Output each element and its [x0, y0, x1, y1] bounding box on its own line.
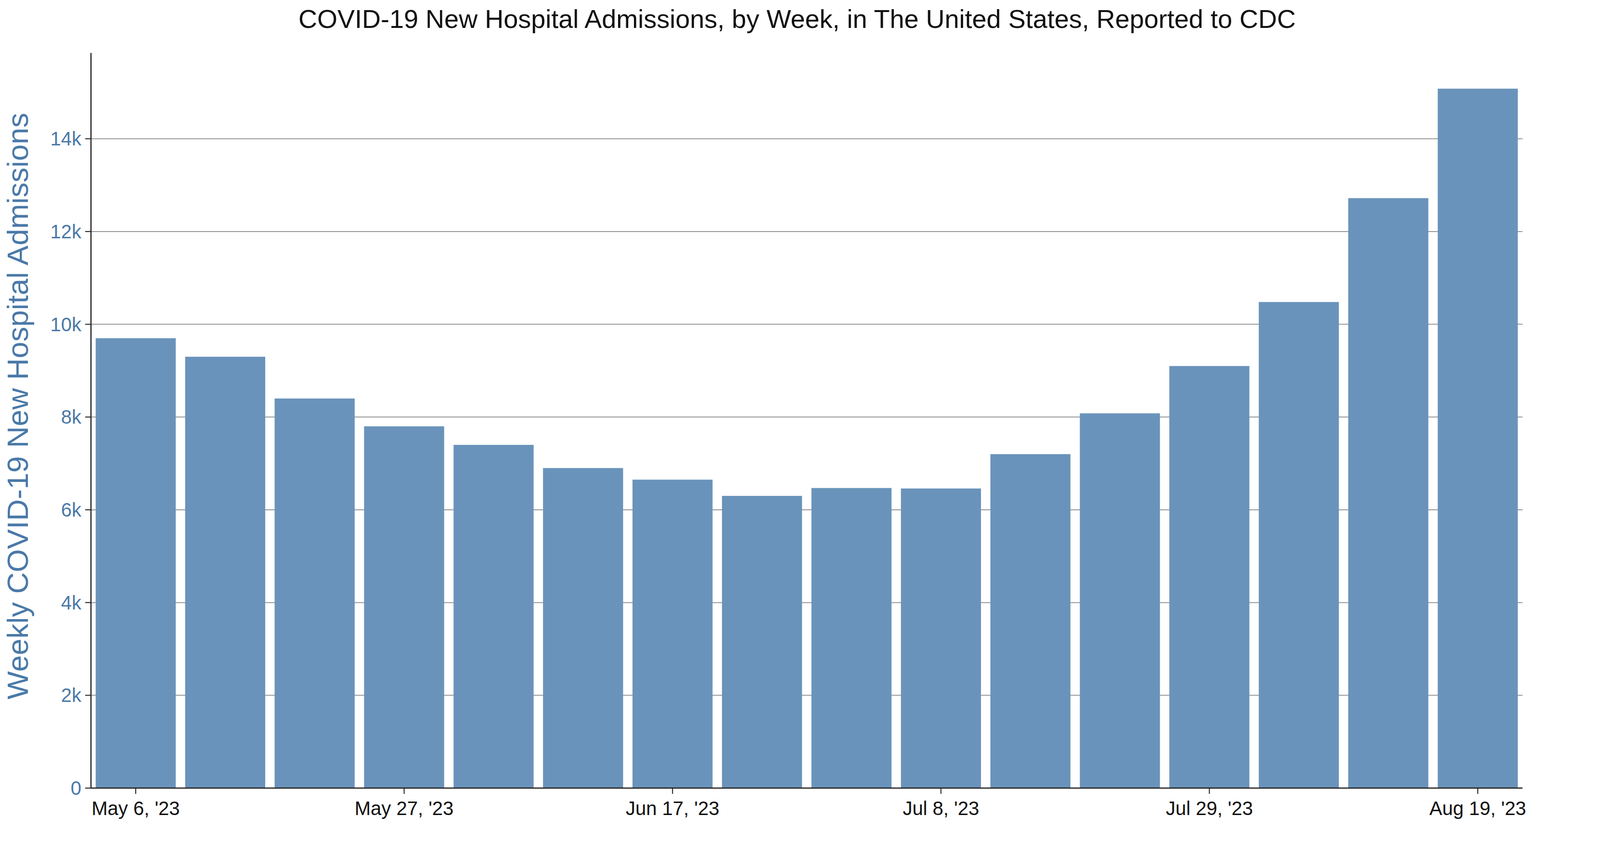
y-tick-label: 0	[70, 777, 82, 799]
bar	[632, 479, 713, 788]
x-tick-label: Jun 17, '23	[625, 797, 720, 819]
y-tick	[85, 416, 91, 418]
x-tick	[940, 787, 942, 794]
bar	[363, 426, 444, 788]
x-axis-line	[90, 787, 1523, 789]
y-tick	[85, 787, 91, 789]
chart-title: COVID-19 New Hospital Admissions, by Wee…	[298, 4, 1296, 34]
y-tick	[85, 323, 91, 325]
y-tick-label: 6k	[61, 499, 82, 521]
y-tick	[85, 231, 91, 233]
x-tick-label: Jul 29, '23	[1165, 797, 1253, 819]
y-tick-label: 2k	[61, 684, 82, 706]
bar	[542, 467, 623, 788]
grid-line	[90, 231, 1523, 233]
x-tick	[403, 787, 405, 794]
bar	[1079, 413, 1160, 788]
x-tick	[1208, 787, 1210, 794]
bar	[722, 495, 802, 788]
x-tick-label: Jul 8, '23	[902, 797, 980, 819]
x-tick-label: May 27, '23	[354, 797, 454, 819]
y-tick-label: 10k	[50, 313, 82, 336]
bar	[453, 444, 534, 788]
y-axis-line	[90, 52, 92, 788]
x-tick	[1477, 787, 1479, 794]
x-tick	[135, 787, 137, 794]
y-tick	[85, 602, 91, 604]
y-tick	[85, 694, 91, 696]
y-tick-label: 14k	[50, 128, 82, 150]
y-tick-label: 8k	[61, 406, 82, 428]
y-tick-label: 4k	[61, 592, 82, 614]
bar	[811, 488, 892, 788]
bar	[185, 356, 266, 788]
bar	[990, 453, 1071, 788]
bar	[1437, 88, 1518, 788]
chart-svg: COVID-19 New Hospital Admissions, by Wee…	[0, 0, 1600, 842]
bars	[95, 88, 1518, 788]
y-tick	[85, 509, 91, 511]
bar	[901, 488, 981, 788]
grid-line	[90, 138, 1523, 140]
y-tick	[85, 138, 91, 140]
x-tick	[671, 787, 673, 794]
x-tick-label: Aug 19, '23	[1429, 797, 1526, 819]
bar	[1258, 301, 1339, 788]
chart-root: COVID-19 New Hospital Admissions, by Wee…	[0, 0, 1600, 842]
bar	[274, 398, 355, 788]
y-tick-label: 12k	[50, 220, 82, 243]
y-axis-title: Weekly COVID-19 New Hospital Admissions	[0, 112, 35, 700]
bar	[95, 337, 176, 788]
bar	[1348, 198, 1429, 788]
x-tick-label: May 6, '23	[91, 797, 180, 819]
bar	[1169, 365, 1250, 788]
